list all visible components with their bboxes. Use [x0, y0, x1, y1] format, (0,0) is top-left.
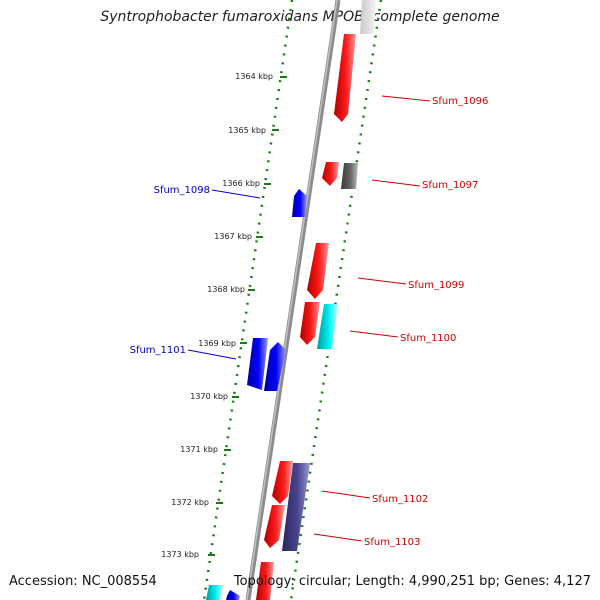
gene-label-sfum-1102[interactable]: Sfum_1102 — [372, 494, 428, 505]
tick-label-1373: 1373 kbp — [161, 550, 199, 559]
tick-label-1371: 1371 kbp — [180, 445, 218, 454]
gene-shape-sfum-1103 — [282, 463, 310, 551]
tick-label-1372: 1372 kbp — [171, 498, 209, 507]
gene-shape-sfum-1097-red — [322, 162, 339, 186]
gene-shape-sfum-1097 — [341, 163, 358, 189]
gene-shape-sfum-1101b — [264, 342, 286, 391]
kbp-tick-marks — [208, 76, 287, 556]
gene-shape-sfum-1100-red — [300, 302, 320, 345]
gene-shape-sfum-1099 — [307, 243, 329, 299]
reverse-strand-genes — [206, 189, 307, 600]
gene-shape-sfum-1101a — [247, 338, 268, 390]
tick-label-1364: 1364 kbp — [235, 72, 273, 81]
gene-label-sfum-1103[interactable]: Sfum_1103 — [364, 537, 420, 548]
forward-strand-genes — [256, 0, 376, 600]
gene-labels: Sfum_1096 Sfum_1097 Sfum_1098 Sfum_1099 … — [130, 96, 489, 548]
gene-label-sfum-1099[interactable]: Sfum_1099 — [408, 280, 464, 291]
gene-shape-sfum-1096 — [334, 34, 356, 122]
kbp-tick-labels: 1364 kbp 1365 kbp 1366 kbp 1367 kbp 1368… — [161, 72, 273, 559]
gene-label-sfum-1100[interactable]: Sfum_1100 — [400, 333, 456, 344]
gene-shape-top-pale — [360, 0, 376, 34]
tick-label-1368: 1368 kbp — [207, 285, 245, 294]
topology-summary-text: Topology: circular; Length: 4,990,251 bp… — [233, 574, 591, 589]
tick-label-1369: 1369 kbp — [198, 339, 236, 348]
gene-shape-sfum-1102b — [264, 505, 285, 548]
gene-shape-sfum-1098 — [292, 189, 307, 217]
tick-label-1367: 1367 kbp — [214, 232, 252, 241]
gene-label-sfum-1101[interactable]: Sfum_1101 — [130, 345, 186, 356]
inner-ring — [289, 0, 383, 600]
tick-label-1370: 1370 kbp — [190, 392, 228, 401]
tick-label-1366: 1366 kbp — [222, 179, 260, 188]
gene-label-sfum-1096[interactable]: Sfum_1096 — [432, 96, 488, 107]
gene-label-sfum-1097[interactable]: Sfum_1097 — [422, 180, 478, 191]
gene-shape-sfum-1102 — [272, 461, 293, 504]
map-title: Syntrophobacter fumaroxidans MPOB, compl… — [100, 9, 500, 25]
accession-text: Accession: NC_008554 — [9, 574, 157, 589]
tick-label-1365: 1365 kbp — [228, 126, 266, 135]
label-connectors — [187, 95, 431, 542]
outer-tick-ring — [202, 0, 294, 600]
gene-shape-bottom-blue — [226, 590, 240, 600]
gene-label-sfum-1098[interactable]: Sfum_1098 — [154, 185, 210, 196]
gene-shape-bottom-red — [256, 562, 274, 600]
gene-shape-sfum-1100 — [317, 304, 338, 349]
gene-shape-bottom-cyan — [206, 585, 223, 600]
